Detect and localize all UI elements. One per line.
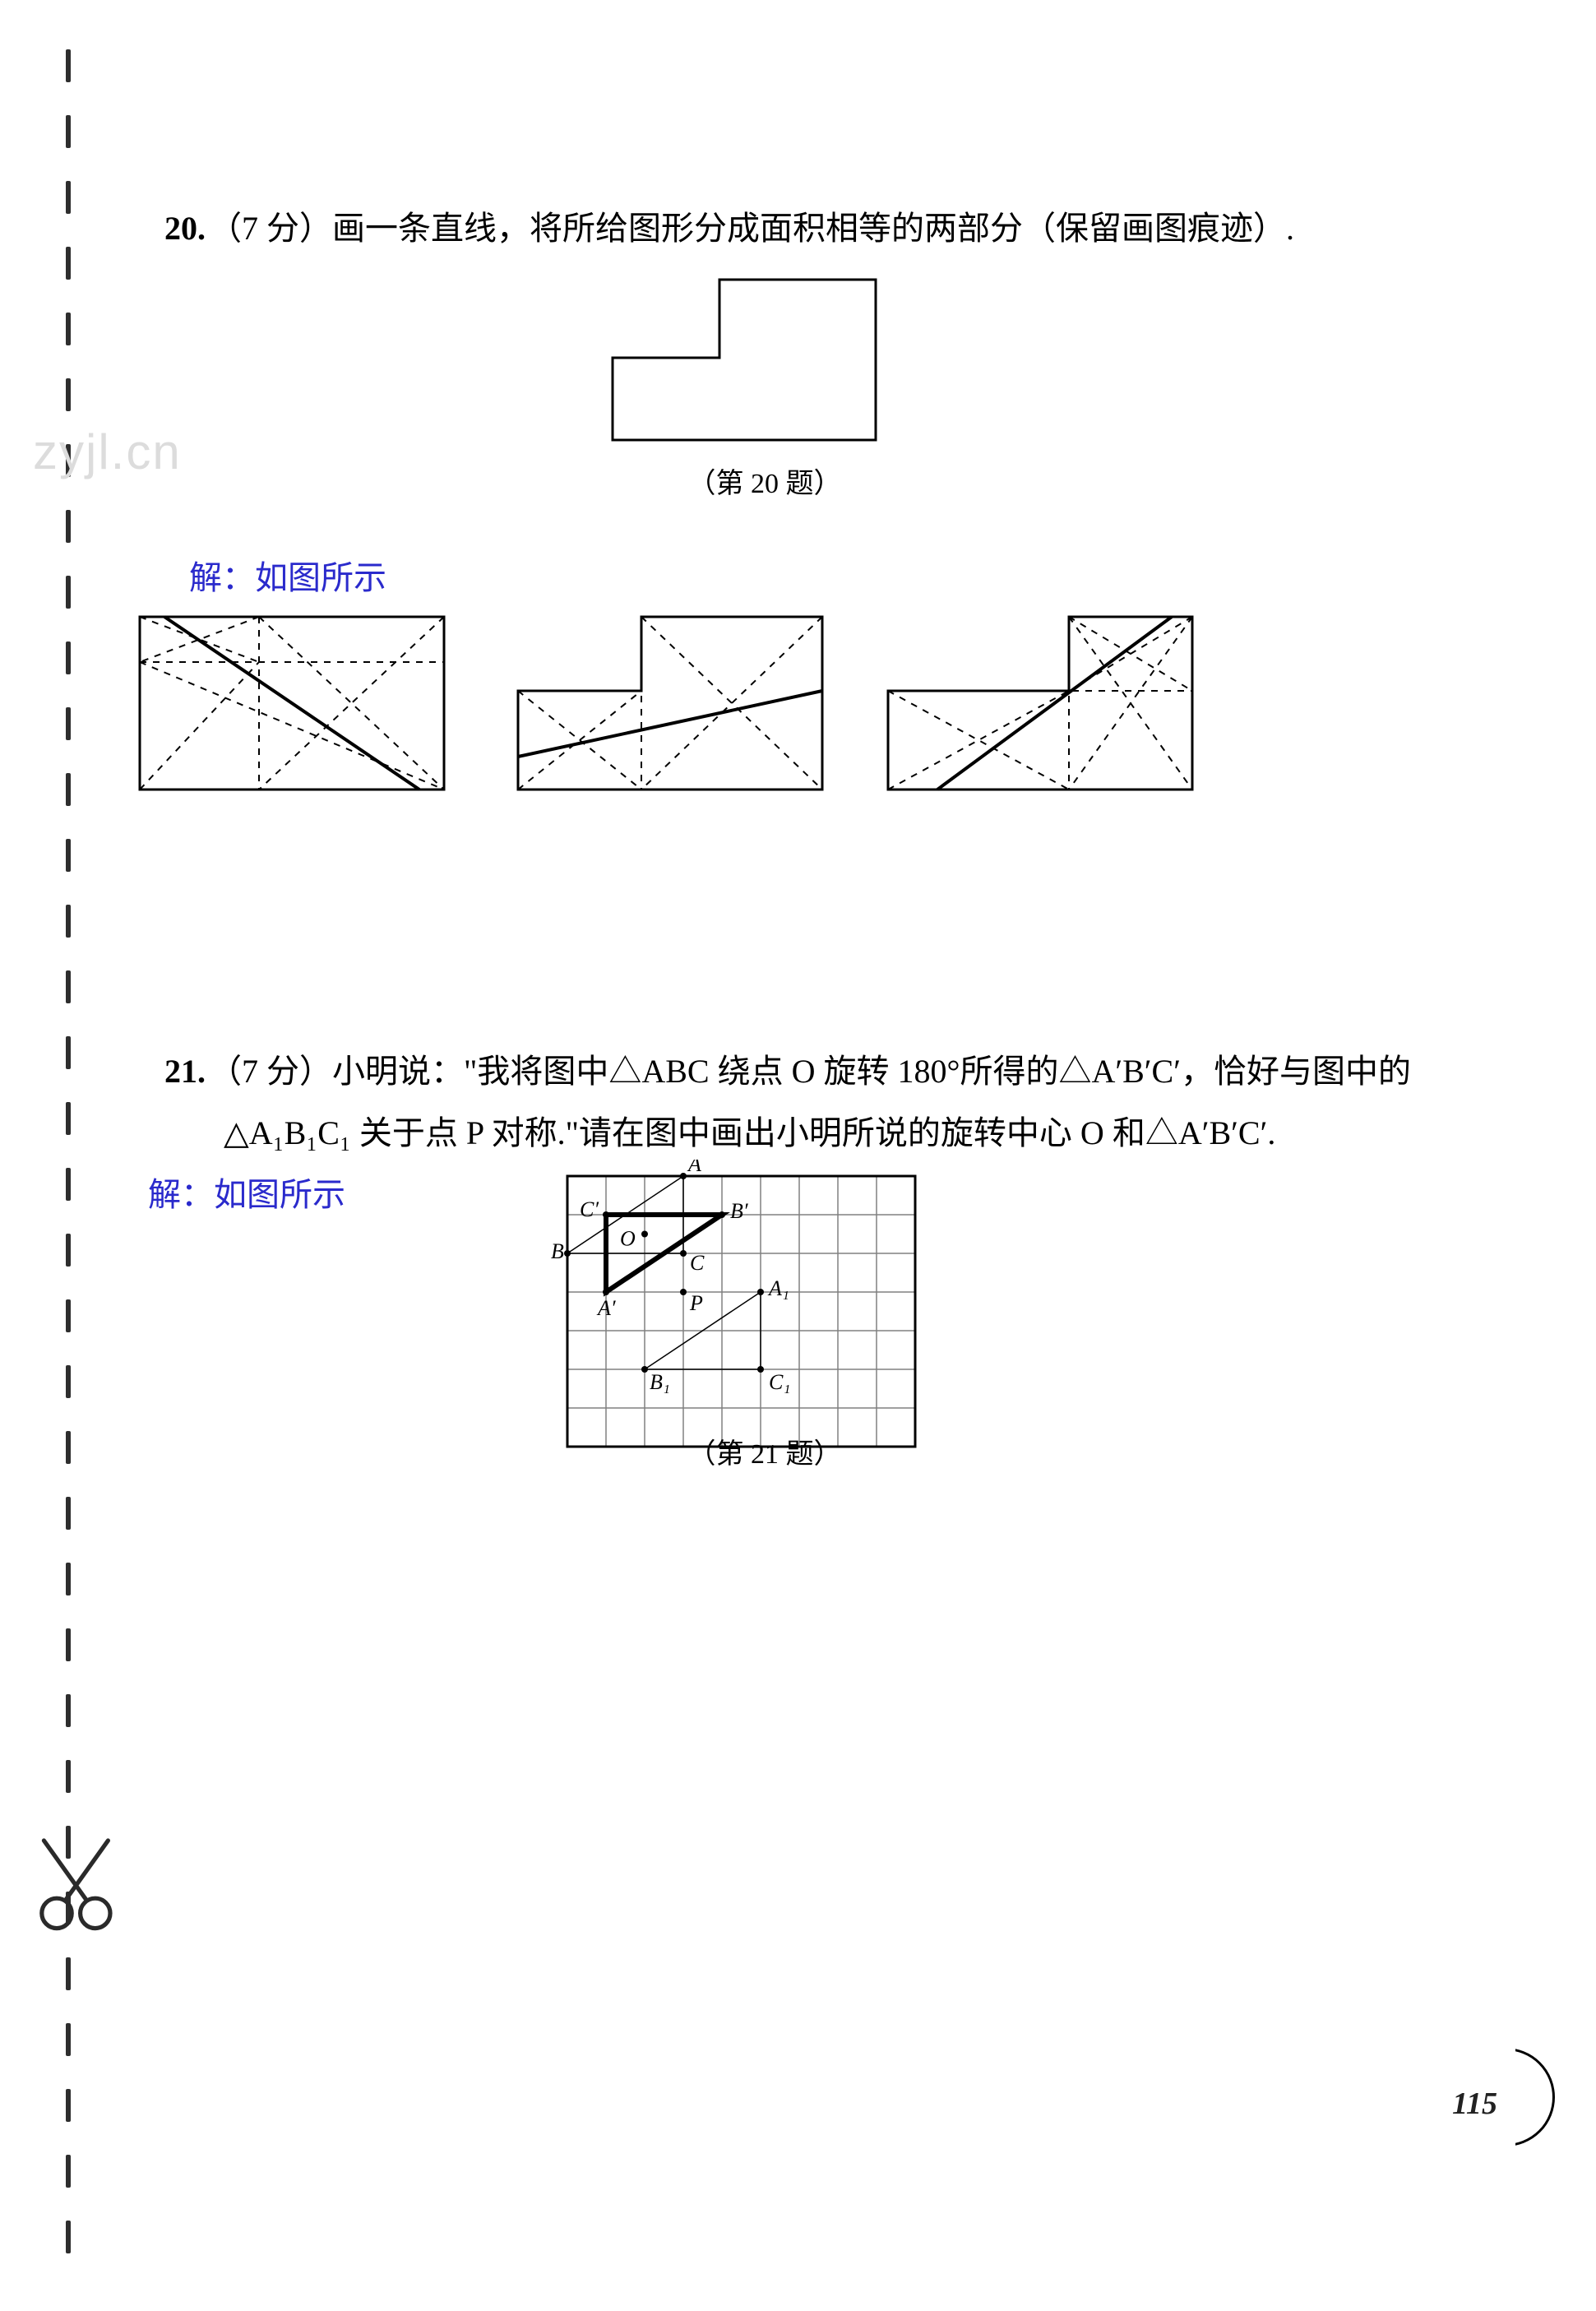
q20-number: 20.	[164, 210, 206, 247]
svg-text:P: P	[689, 1291, 703, 1315]
q21-figure: A B C O A′ B′ C′ P A₁ B₁ C₁	[551, 1160, 937, 1472]
question-21: 21. （7 分）小明说："我将图中△ABC 绕点 O 旋转 180°所得的△A…	[164, 1040, 1480, 1103]
q21-caption: （第 21 题）	[682, 1431, 847, 1471]
svg-text:O: O	[620, 1227, 636, 1251]
svg-text:A₁: A₁	[767, 1276, 789, 1300]
question-20: 20. （7 分）画一条直线，将所给图形分成面积相等的两部分（保留画图痕迹）.	[164, 197, 1480, 260]
svg-text:C′: C′	[580, 1197, 599, 1221]
svg-text:A: A	[687, 1160, 701, 1176]
svg-text:B₁: B₁	[650, 1370, 670, 1394]
q20-points: （7 分）	[209, 210, 332, 247]
q20-text: 画一条直线，将所给图形分成面积相等的两部分（保留画图痕迹）.	[332, 210, 1294, 247]
q20-L-shape	[608, 276, 880, 444]
q21-grid-diagram: A B C O A′ B′ C′ P A₁ B₁ C₁	[551, 1160, 937, 1472]
q20-solutions	[132, 609, 1242, 814]
page: zyjl.cn 20. （7 分）画一条直线，将所给图形分成面积相等的两部分（保…	[0, 0, 1596, 2311]
scissors-icon	[25, 1830, 132, 1937]
q21-text-line2: △A₁B₁C₁ 关于点 P 对称."请在图中画出小明所说的旋转中心 O 和△A′…	[224, 1102, 1482, 1165]
q21-answer-label: 解：如图所示	[148, 1168, 345, 1216]
watermark: zyjl.cn	[33, 424, 182, 480]
q20-solution-figures	[132, 609, 1242, 814]
q20-answer-label: 解：如图所示	[189, 551, 386, 599]
q20-caption: （第 20 题）	[682, 461, 847, 501]
q21-text-line1: 小明说："我将图中△ABC 绕点 O 旋转 180°所得的△A′B′C′，恰好与…	[332, 1053, 1411, 1090]
q21-number: 21.	[164, 1053, 206, 1090]
svg-text:A′: A′	[596, 1296, 616, 1320]
svg-text:B′: B′	[730, 1199, 748, 1223]
q20-figure	[608, 276, 880, 444]
svg-text:C₁: C₁	[769, 1370, 790, 1394]
svg-text:B: B	[551, 1239, 564, 1263]
perforation-column	[66, 49, 74, 2270]
page-number: 115	[1452, 2086, 1497, 2122]
q21-points: （7 分）	[209, 1053, 332, 1090]
svg-text:C: C	[690, 1251, 705, 1275]
